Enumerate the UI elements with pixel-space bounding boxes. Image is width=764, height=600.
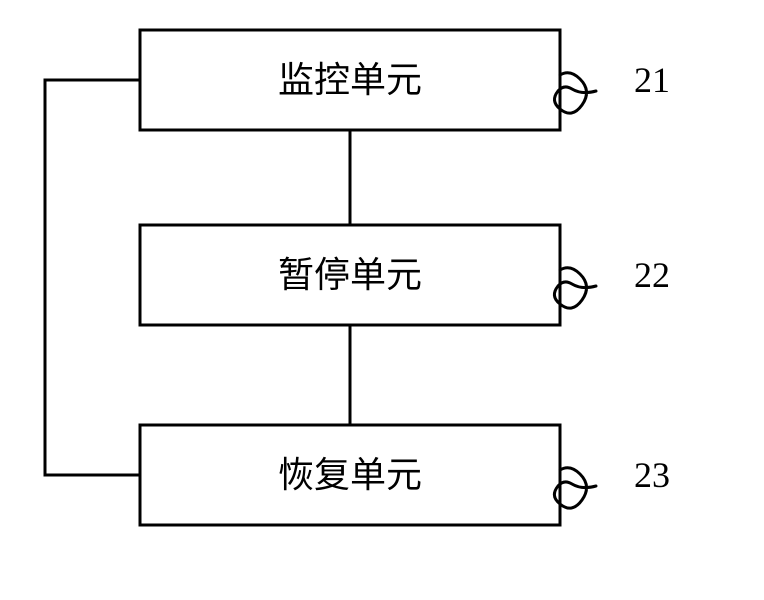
node-n22: 暂停单元 22 — [140, 225, 670, 325]
node-label: 暂停单元 — [278, 255, 422, 295]
node-n21: 监控单元 21 — [140, 30, 670, 130]
edge-n21-n23 — [45, 80, 140, 475]
node-number: 22 — [634, 255, 670, 295]
node-label: 监控单元 — [278, 60, 422, 100]
node-n23: 恢复单元 23 — [140, 425, 670, 525]
node-number: 23 — [634, 455, 670, 495]
node-number: 21 — [634, 60, 670, 100]
node-label: 恢复单元 — [278, 455, 422, 495]
